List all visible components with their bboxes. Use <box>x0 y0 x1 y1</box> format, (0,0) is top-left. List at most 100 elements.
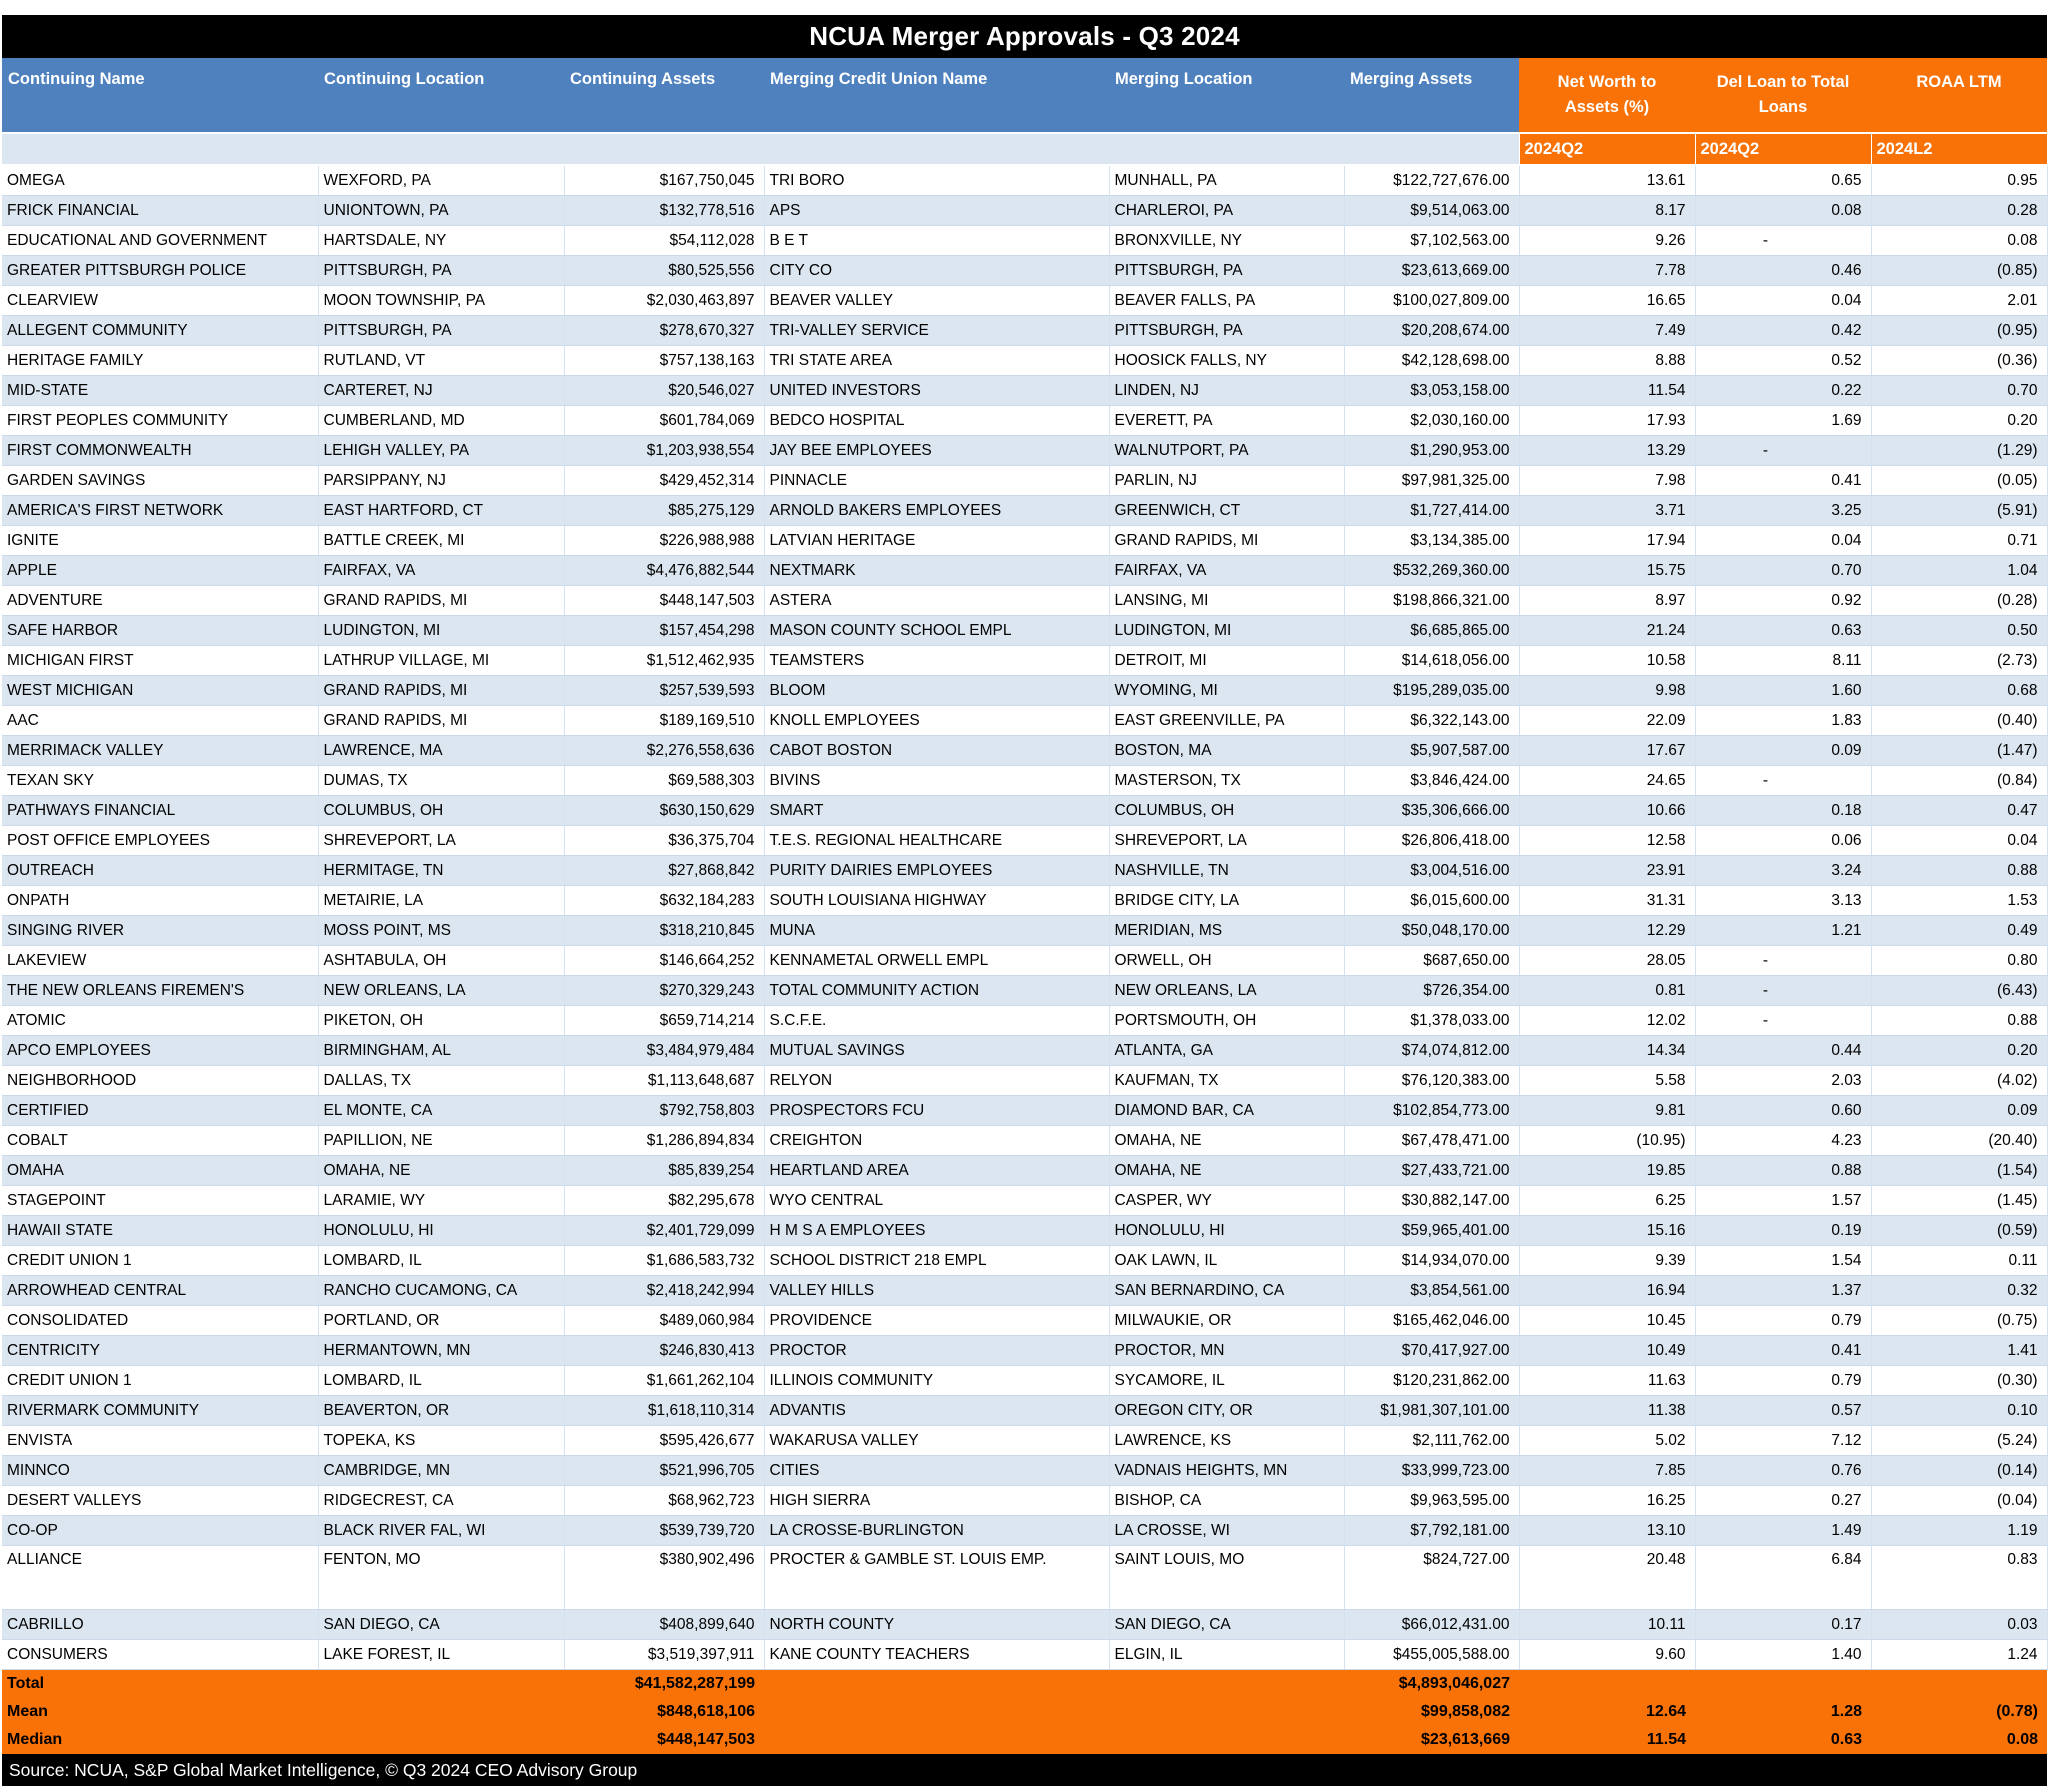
cell-del-loan: 0.52 <box>1695 345 1872 376</box>
cell-net-worth: 9.81 <box>1519 1095 1696 1126</box>
cell-merging-assets: $1,727,414.00 <box>1344 495 1520 526</box>
cell-net-worth: 3.71 <box>1519 495 1696 526</box>
cell-del-loan: 0.09 <box>1695 735 1872 766</box>
table-row: ALLIANCE FENTON, MO $380,902,496 PROCTER & … <box>2 1545 2048 1610</box>
col-header-continuing-name: Continuing Name <box>2 58 318 134</box>
cell-continuing-location: WEXFORD, PA <box>318 165 565 196</box>
table-row: COBALT PAPILLION, NE $1,286,894,834 CREIGHT… <box>2 1125 2048 1156</box>
cell-merging-name: S.C.F.E. <box>764 1005 1110 1036</box>
cell-del-loan: 3.13 <box>1695 885 1872 916</box>
cell-continuing-name: ARROWHEAD CENTRAL <box>2 1275 319 1306</box>
cell-continuing-location: LUDINGTON, MI <box>318 615 565 646</box>
cell-merging-assets: $35,306,666.00 <box>1344 795 1520 826</box>
cell-del-loan: - <box>1695 225 1872 256</box>
subheader-del-loan-period: 2024Q2 <box>1694 133 1871 166</box>
cell-merging-assets: $3,134,385.00 <box>1344 525 1520 556</box>
cell-continuing-location <box>318 1698 564 1726</box>
cell-continuing-location: EL MONTE, CA <box>318 1095 565 1126</box>
cell-continuing-assets: $601,784,069 <box>564 405 765 436</box>
summary-row-median: Median $448,147,503 $23,613,669 11.54 0.63 0.… <box>2 1726 2047 1754</box>
table-row: OMEGA WEXFORD, PA $167,750,045 TRI BORO MUNH… <box>2 165 2048 196</box>
cell-roaa: (1.47) <box>1871 735 2048 766</box>
cell-merging-assets: $3,846,424.00 <box>1344 765 1520 796</box>
cell-merging-location: CASPER, WY <box>1109 1185 1345 1216</box>
cell-roaa: (5.91) <box>1871 495 2048 526</box>
cell-net-worth: 7.78 <box>1519 255 1696 286</box>
cell-continuing-assets: $489,060,984 <box>564 1305 765 1336</box>
cell-roaa: 0.09 <box>1871 1095 2048 1126</box>
table-row: SINGING RIVER MOSS POINT, MS $318,210,845 M… <box>2 915 2048 946</box>
cell-continuing-name: EDUCATIONAL AND GOVERNMENT <box>2 225 319 256</box>
table-row: WEST MICHIGAN GRAND RAPIDS, MI $257,539,59… <box>2 675 2048 706</box>
col-header-roaa-line1: ROAA LTM <box>1916 73 2002 91</box>
cell-merging-location: WALNUTPORT, PA <box>1109 435 1345 466</box>
cell-continuing-location: CARTERET, NJ <box>318 375 565 406</box>
cell-continuing-location: PITTSBURGH, PA <box>318 255 565 286</box>
cell-merging-name: RELYON <box>764 1065 1110 1096</box>
cell-roaa: 0.80 <box>1871 945 2048 976</box>
cell-roaa: (0.84) <box>1871 765 2048 796</box>
cell-continuing-location: DUMAS, TX <box>318 765 565 796</box>
cell-merging-location: GRAND RAPIDS, MI <box>1109 525 1345 556</box>
cell-continuing-location: PORTLAND, OR <box>318 1305 565 1336</box>
cell-continuing-name: HAWAII STATE <box>2 1215 319 1246</box>
cell-merging-location: VADNAIS HEIGHTS, MN <box>1109 1455 1345 1486</box>
cell-continuing-location: LOMBARD, IL <box>318 1245 565 1276</box>
cell-net-worth: 9.60 <box>1519 1639 1696 1670</box>
cell-roaa: 1.19 <box>1871 1515 2048 1546</box>
cell-roaa: 1.24 <box>1871 1639 2048 1670</box>
cell-merging-location: LINDEN, NJ <box>1109 375 1345 406</box>
cell-roaa: (0.05) <box>1871 465 2048 496</box>
cell-merging-location: LAWRENCE, KS <box>1109 1425 1345 1456</box>
cell-continuing-assets: $792,758,803 <box>564 1095 765 1126</box>
table-row: MERRIMACK VALLEY LAWRENCE, MA $2,276,558,6… <box>2 735 2048 766</box>
cell-continuing-assets: $189,169,510 <box>564 705 765 736</box>
table-row: PATHWAYS FINANCIAL COLUMBUS, OH $630,150,6… <box>2 795 2048 826</box>
cell-merging-assets: $23,613,669 <box>1344 1726 1519 1754</box>
cell-roaa: 0.10 <box>1871 1395 2048 1426</box>
cell-net-worth: 22.09 <box>1519 705 1696 736</box>
cell-continuing-assets: $85,839,254 <box>564 1155 765 1186</box>
cell-roaa: 0.20 <box>1871 1035 2048 1066</box>
table-summary: Total $41,582,287,199 $4,893,046,027 Mean $8… <box>2 1669 2047 1754</box>
table-row: MINNCO CAMBRIDGE, MN $521,996,705 CITIES VAD… <box>2 1455 2048 1486</box>
cell-merging-location: ELGIN, IL <box>1109 1639 1345 1670</box>
cell-merging-location: BOSTON, MA <box>1109 735 1345 766</box>
cell-merging-location: DIAMOND BAR, CA <box>1109 1095 1345 1126</box>
cell-net-worth: 31.31 <box>1519 885 1696 916</box>
cell-merging-name: TRI STATE AREA <box>764 345 1110 376</box>
cell-continuing-assets: $521,996,705 <box>564 1455 765 1486</box>
cell-roaa: (0.36) <box>1871 345 2048 376</box>
cell-continuing-location: MOSS POINT, MS <box>318 915 565 946</box>
cell-continuing-name: CONSOLIDATED <box>2 1305 319 1336</box>
cell-continuing-assets: $1,512,462,935 <box>564 645 765 676</box>
cell-continuing-location: LARAMIE, WY <box>318 1185 565 1216</box>
table-row: ATOMIC PIKETON, OH $659,714,214 S.C.F.E. POR… <box>2 1005 2048 1036</box>
cell-merging-location: MUNHALL, PA <box>1109 165 1345 196</box>
cell-del-loan: - <box>1695 765 1872 796</box>
cell-merging-assets: $120,231,862.00 <box>1344 1365 1520 1396</box>
cell-continuing-assets: $1,661,262,104 <box>564 1365 765 1396</box>
cell-continuing-name: ALLIANCE <box>2 1545 319 1610</box>
cell-merging-name: SMART <box>764 795 1110 826</box>
cell-merging-assets: $50,048,170.00 <box>1344 915 1520 946</box>
cell-del-loan: - <box>1695 435 1872 466</box>
cell-merging-assets: $198,866,321.00 <box>1344 585 1520 616</box>
cell-continuing-name: DESERT VALLEYS <box>2 1485 319 1516</box>
cell-merging-name: PROSPECTORS FCU <box>764 1095 1110 1126</box>
table-row: CENTRICITY HERMANTOWN, MN $246,830,413 PROC… <box>2 1335 2048 1366</box>
table-row: MICHIGAN FIRST LATHRUP VILLAGE, MI $1,512,… <box>2 645 2048 676</box>
cell-del-loan: 1.69 <box>1695 405 1872 436</box>
cell-roaa: 0.32 <box>1871 1275 2048 1306</box>
cell-roaa: (0.95) <box>1871 315 2048 346</box>
cell-continuing-location: HERMITAGE, TN <box>318 855 565 886</box>
table-row: ALLEGENT COMMUNITY PITTSBURGH, PA $278,670… <box>2 315 2048 346</box>
cell-del-loan: 0.70 <box>1695 555 1872 586</box>
cell-merging-assets: $6,015,600.00 <box>1344 885 1520 916</box>
cell-continuing-name: OMEGA <box>2 165 319 196</box>
cell-continuing-location <box>318 1669 564 1698</box>
cell-net-worth: 9.98 <box>1519 675 1696 706</box>
table-row: CREDIT UNION 1 LOMBARD, IL $1,686,583,732 S… <box>2 1245 2048 1276</box>
cell-roaa: 0.11 <box>1871 1245 2048 1276</box>
cell-net-worth: 12.02 <box>1519 1005 1696 1036</box>
